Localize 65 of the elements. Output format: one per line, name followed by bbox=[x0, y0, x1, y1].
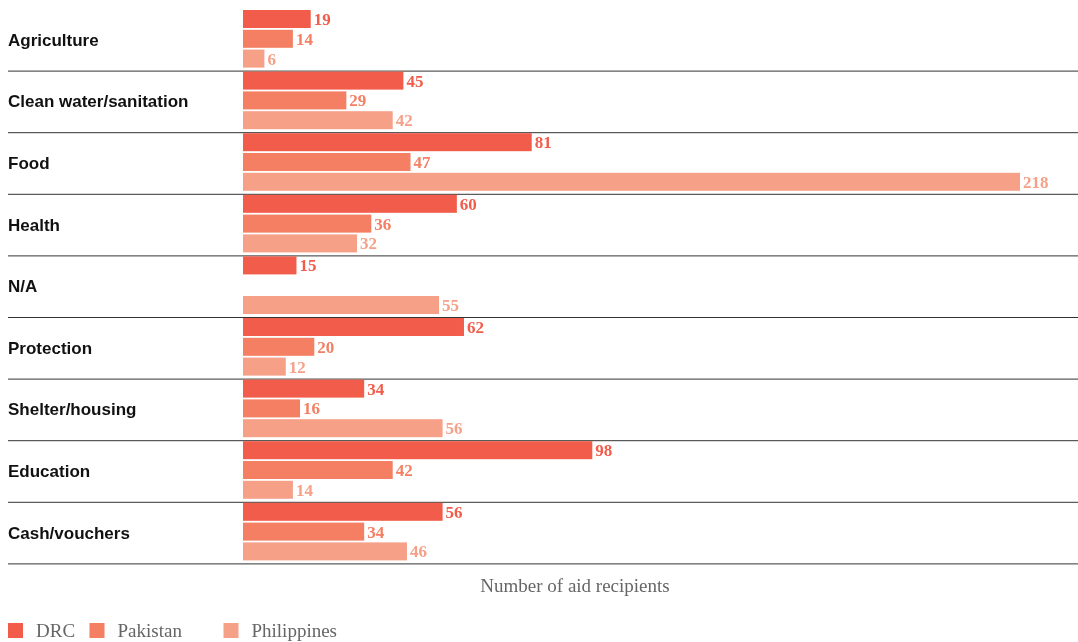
bar bbox=[243, 111, 393, 130]
bar bbox=[243, 419, 443, 438]
bar bbox=[243, 502, 443, 521]
bar bbox=[243, 194, 457, 213]
bar bbox=[243, 337, 315, 356]
data-label: 12 bbox=[288, 357, 306, 377]
data-label: 62 bbox=[466, 317, 484, 337]
data-label: 19 bbox=[313, 9, 331, 29]
bar bbox=[243, 296, 440, 314]
data-label: 45 bbox=[406, 71, 424, 91]
bar bbox=[243, 542, 407, 561]
bar bbox=[243, 256, 297, 275]
y-tick-label: Education bbox=[8, 461, 91, 481]
data-label: 56 bbox=[445, 502, 463, 522]
data-label: 34 bbox=[367, 379, 385, 399]
bar bbox=[243, 133, 532, 152]
data-label: 98 bbox=[595, 441, 613, 461]
x-axis-title: Number of aid recipients bbox=[480, 575, 670, 596]
y-tick-label: N/A bbox=[8, 277, 38, 297]
bar bbox=[243, 522, 365, 541]
data-label: 56 bbox=[445, 419, 463, 439]
data-label: 42 bbox=[395, 111, 413, 131]
bar bbox=[243, 379, 365, 398]
bar bbox=[243, 318, 464, 336]
y-tick-label: Health bbox=[8, 215, 60, 235]
data-label: 42 bbox=[395, 460, 413, 480]
data-label: 34 bbox=[367, 522, 385, 542]
data-label: 60 bbox=[459, 194, 477, 214]
bar bbox=[243, 357, 286, 376]
bar bbox=[243, 399, 301, 418]
legend-label: DRC bbox=[36, 620, 76, 641]
data-label: 81 bbox=[534, 133, 552, 153]
bar bbox=[243, 214, 372, 233]
bar bbox=[243, 480, 293, 499]
bar bbox=[243, 29, 293, 48]
data-label: 16 bbox=[303, 399, 321, 419]
data-label: 15 bbox=[299, 256, 317, 276]
data-label: 36 bbox=[374, 214, 392, 234]
bar bbox=[243, 153, 411, 171]
bar bbox=[243, 234, 358, 253]
legend-label: Pakistan bbox=[117, 620, 183, 641]
data-label: 14 bbox=[295, 29, 314, 49]
bar bbox=[243, 172, 1020, 191]
data-label: 47 bbox=[413, 152, 432, 172]
bar bbox=[243, 461, 393, 479]
bar bbox=[243, 49, 265, 68]
data-label: 46 bbox=[409, 542, 427, 562]
data-label: 14 bbox=[295, 480, 314, 500]
y-tick-label: Food bbox=[8, 153, 50, 173]
y-tick-label: Shelter/housing bbox=[8, 400, 137, 420]
data-label: 6 bbox=[267, 49, 276, 69]
bar bbox=[243, 71, 404, 90]
y-tick-label: Cash/vouchers bbox=[8, 523, 130, 543]
bar bbox=[243, 441, 593, 460]
data-label: 29 bbox=[349, 91, 367, 111]
y-tick-label: Agriculture bbox=[8, 30, 99, 50]
bar bbox=[243, 91, 347, 110]
data-label: 20 bbox=[317, 337, 335, 357]
data-label: 55 bbox=[442, 295, 460, 315]
bar bbox=[243, 10, 311, 28]
data-label: 218 bbox=[1023, 172, 1049, 192]
y-tick-label: Clean water/sanitation bbox=[8, 92, 189, 112]
data-label: 32 bbox=[360, 234, 378, 254]
y-tick-label: Protection bbox=[8, 338, 93, 358]
legend-label: Philippines bbox=[251, 620, 338, 641]
